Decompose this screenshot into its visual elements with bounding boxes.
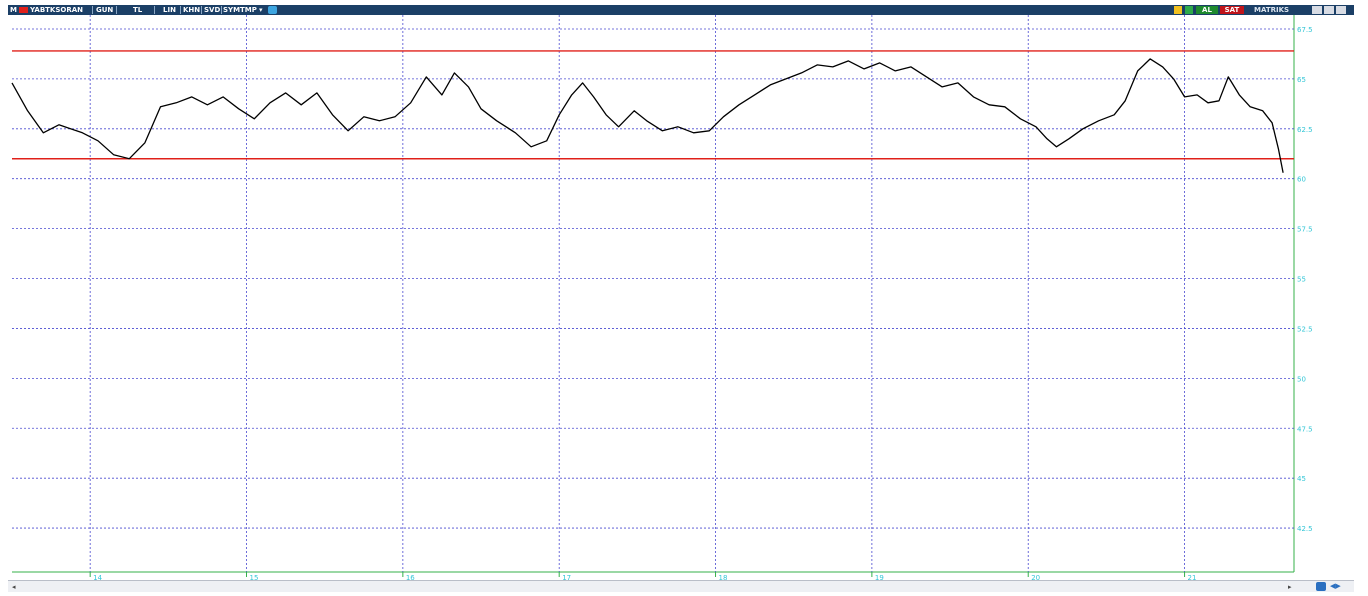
flag-icon bbox=[19, 7, 28, 13]
y-tick-label: 65 bbox=[1297, 76, 1306, 84]
khn-button[interactable]: KHN bbox=[183, 6, 201, 14]
symbol-label[interactable]: YABTKSORAN bbox=[30, 6, 84, 14]
price-series-line bbox=[11, 58, 1284, 173]
maximize-icon[interactable] bbox=[1324, 6, 1334, 14]
sym-button[interactable]: SYM bbox=[223, 6, 241, 14]
currency-button[interactable]: TL bbox=[133, 6, 143, 14]
nav-arrows-icon[interactable]: ◀▶ bbox=[1330, 582, 1341, 590]
x-tick-label: 14 bbox=[93, 574, 102, 581]
minimize-icon[interactable] bbox=[1312, 6, 1322, 14]
tmp-button[interactable]: TMP bbox=[240, 6, 257, 14]
brand-logo: MATRIKS bbox=[1254, 6, 1290, 14]
y-tick-label: 45 bbox=[1297, 475, 1306, 483]
x-tick-label: 16 bbox=[406, 574, 415, 581]
x-tick-label: 20 bbox=[1031, 574, 1040, 581]
y-tick-label: 67.5 bbox=[1297, 26, 1313, 34]
price-chart[interactable]: 67.5 65 62.5 60 57.5 55 52.5 50 47.5 45 42.5 14 15 16… bbox=[8, 15, 1354, 591]
chart-toolbar: M YABTKSORAN GUN TL LIN KHN SVD SYM TMP … bbox=[8, 5, 1354, 15]
refresh-icon[interactable] bbox=[1185, 6, 1193, 14]
scroll-left-icon[interactable]: ◂ bbox=[12, 583, 16, 591]
buy-button[interactable]: AL bbox=[1196, 6, 1218, 14]
chart-scrollbar[interactable]: ◂ ▸ ◀▶ bbox=[8, 580, 1354, 592]
x-tick-label: 18 bbox=[719, 574, 728, 581]
y-tick-label: 57.5 bbox=[1297, 226, 1313, 234]
x-tick-label: 15 bbox=[250, 574, 259, 581]
close-icon[interactable] bbox=[1336, 6, 1346, 14]
y-tick-label: 60 bbox=[1297, 176, 1306, 184]
twitter-icon[interactable] bbox=[268, 6, 277, 14]
x-tick-label: 19 bbox=[875, 574, 884, 581]
y-tick-label: 62.5 bbox=[1297, 126, 1313, 134]
chart-canvas: 67.5 65 62.5 60 57.5 55 52.5 50 47.5 45 42.5 14 15 16… bbox=[11, 15, 1313, 581]
period-button[interactable]: GUN bbox=[96, 6, 114, 14]
scale-button[interactable]: LIN bbox=[163, 6, 176, 14]
y-tick-label: 52.5 bbox=[1297, 325, 1313, 333]
y-tick-label: 42.5 bbox=[1297, 525, 1313, 533]
scroll-right-icon[interactable]: ▸ bbox=[1288, 583, 1292, 591]
m-menu-button[interactable]: M bbox=[10, 6, 17, 14]
y-tick-label: 47.5 bbox=[1297, 425, 1313, 433]
y-tick-label: 50 bbox=[1297, 375, 1306, 383]
pencil-icon[interactable] bbox=[1174, 6, 1182, 14]
y-tick-label: 55 bbox=[1297, 276, 1306, 284]
link-icon[interactable] bbox=[1316, 582, 1326, 591]
x-tick-label: 21 bbox=[1188, 574, 1197, 581]
svd-button[interactable]: SVD bbox=[204, 6, 221, 14]
x-tick-label: 17 bbox=[562, 574, 571, 581]
sell-button[interactable]: SAT bbox=[1220, 6, 1244, 14]
dropdown-arrow-icon[interactable]: ▾ bbox=[259, 6, 263, 14]
